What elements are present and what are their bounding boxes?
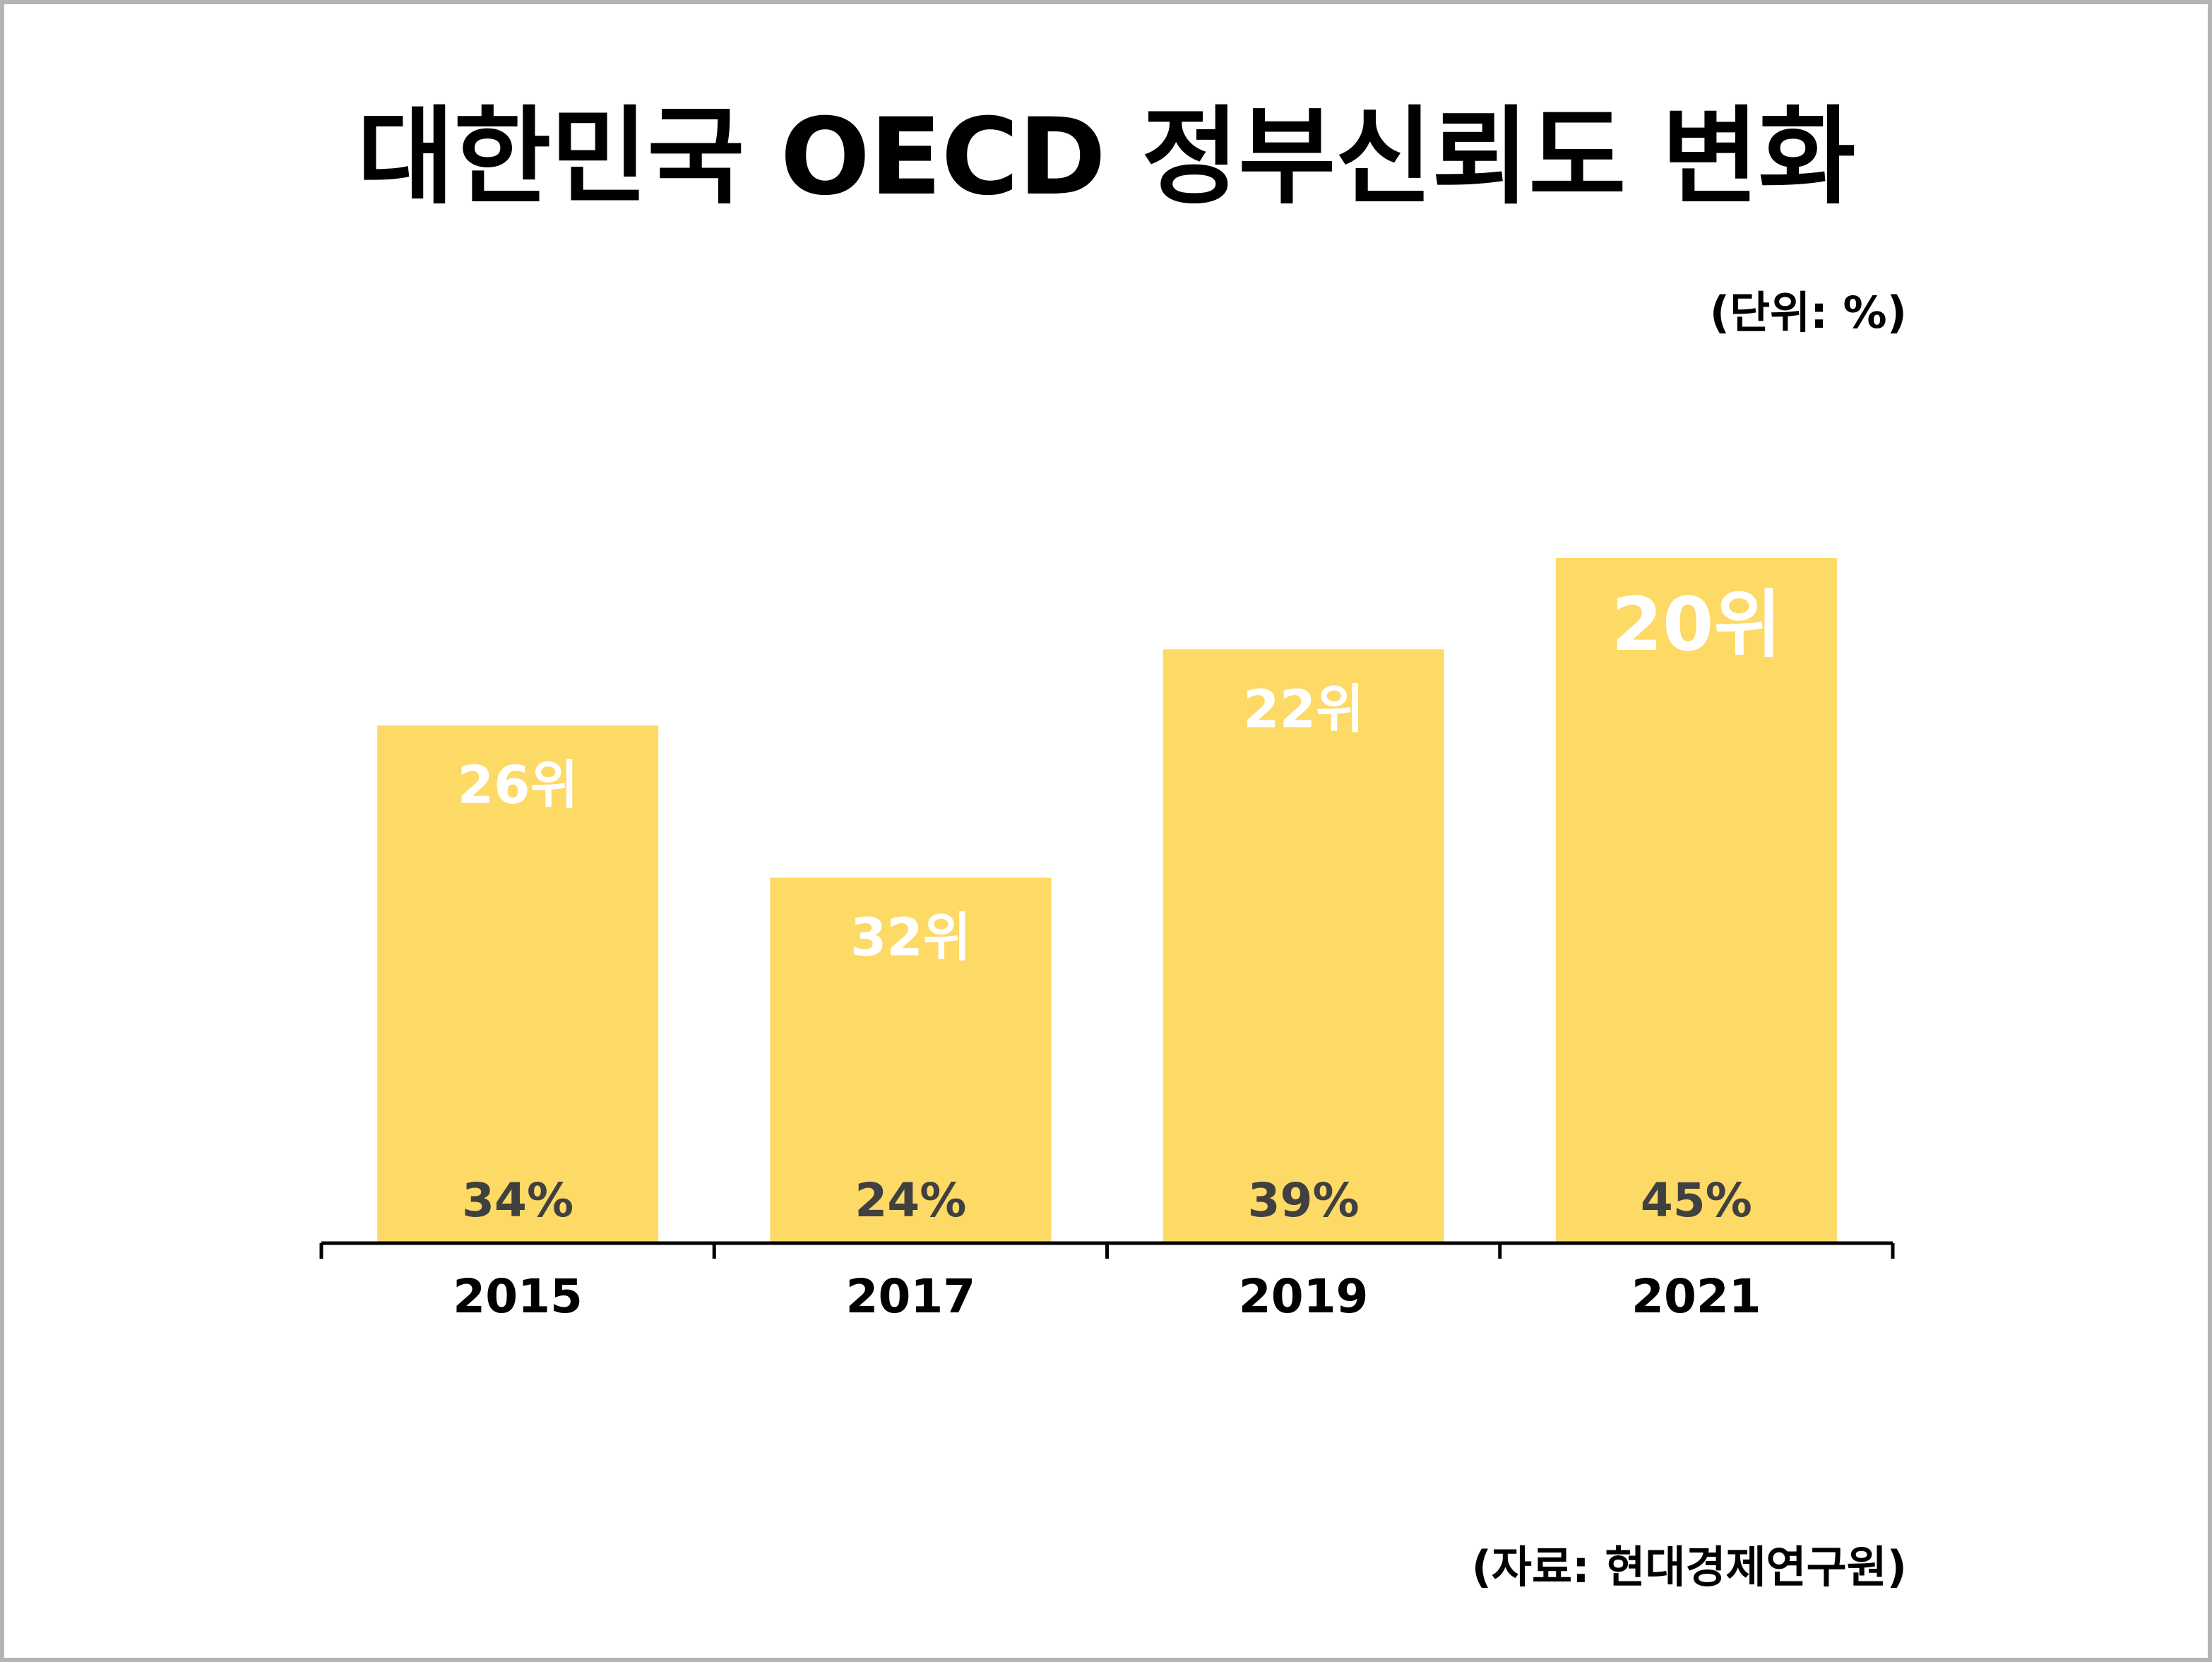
- rank-label-2017: 32위: [850, 908, 971, 968]
- rank-label-2015: 26위: [458, 755, 578, 816]
- bar-2019: [1163, 649, 1444, 1243]
- value-label-2019: 39%: [1248, 1173, 1360, 1228]
- bars-layer: [377, 558, 1837, 1243]
- value-label-2015: 34%: [462, 1173, 573, 1228]
- rank-label-2019: 22위: [1243, 679, 1364, 740]
- source-note: (자료: 현대경제연구원): [1471, 1541, 1907, 1593]
- bar-2021: [1555, 558, 1837, 1243]
- x-axis: [319, 1241, 1895, 1259]
- value-label-2021: 45%: [1641, 1173, 1752, 1228]
- value-label-2017: 24%: [855, 1173, 966, 1228]
- bar-2017: [770, 877, 1052, 1243]
- tick-label-2021: 2021: [1631, 1269, 1761, 1324]
- unit-note: (단위: %): [1709, 287, 1907, 338]
- tick-label-2017: 2017: [846, 1269, 976, 1324]
- tick-label-2015: 2015: [453, 1269, 583, 1324]
- labels-layer: 26위 34% 2015 32위 24% 2017 22위 39% 2019 20위 45% 2021: [453, 581, 1781, 1324]
- tick-label-2019: 2019: [1239, 1269, 1369, 1324]
- chart-title: 대한민국 OECD 정부신뢰도 변화: [357, 96, 1855, 219]
- bar-2015: [377, 725, 659, 1243]
- rank-label-2021: 20위: [1612, 581, 1781, 667]
